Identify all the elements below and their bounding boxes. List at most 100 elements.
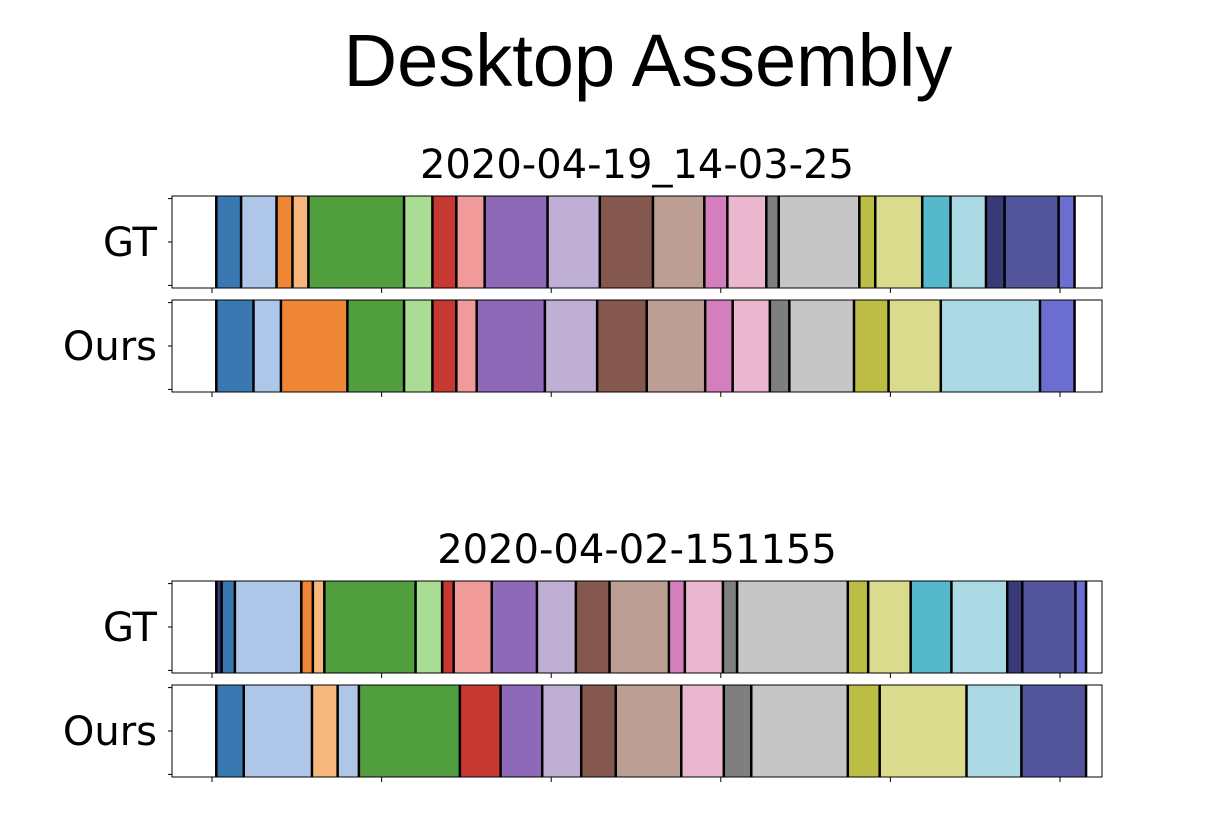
panel-subtitle: 2020-04-19_14-03-25 [420, 142, 854, 188]
segment-bar [216, 581, 222, 673]
segment-bar [1022, 581, 1076, 673]
segment-bar [358, 685, 460, 777]
segment-bar [723, 685, 752, 777]
segment-bar [737, 581, 848, 673]
chart-panels: 2020-04-19_14-03-25 GT Ours 2020-04-02-1511… [63, 142, 1103, 782]
segment-bar [324, 581, 416, 673]
segment-bar [888, 300, 941, 392]
panel-subtitle: 2020-04-02-151155 [437, 527, 837, 573]
segment-bar [243, 685, 312, 777]
segment-bar [1086, 581, 1102, 673]
segment-bar [766, 196, 779, 288]
segment-bar [751, 685, 848, 777]
segment-bar [172, 300, 217, 392]
segment-bar [432, 300, 457, 392]
segment-bar [453, 581, 492, 673]
segment-bar [1074, 300, 1102, 392]
segment-bar [727, 196, 767, 288]
segment-bar [347, 300, 405, 392]
segment-bar [216, 300, 254, 392]
segment-bar [1040, 300, 1075, 392]
segment-bar [432, 196, 457, 288]
segment-bar [253, 300, 281, 392]
segment-bar [684, 581, 723, 673]
segment-bar [681, 685, 724, 777]
row-label: GT [103, 605, 158, 651]
segment-bar [875, 196, 923, 288]
segment-bar [615, 685, 682, 777]
segment-bar [172, 581, 217, 673]
segment-bar [234, 581, 302, 673]
segment-bar [308, 196, 405, 288]
segment-bar [547, 196, 600, 288]
segment-bar [868, 581, 911, 673]
segment-bar [476, 300, 545, 392]
segment-bar [847, 685, 880, 777]
segment-bar [652, 196, 705, 288]
segment-bar [668, 581, 685, 673]
segment-bar [404, 196, 433, 288]
segment-bar [312, 581, 325, 673]
segment-bar [732, 300, 770, 392]
segment-bar [276, 196, 293, 288]
segment-bar [280, 300, 348, 392]
segment-bar [1021, 685, 1087, 777]
segment-bar [442, 581, 454, 673]
segment-bar [854, 300, 889, 392]
chart-title: Desktop Assembly [344, 19, 953, 102]
segment-bar [704, 196, 728, 288]
segment-bar [216, 196, 242, 288]
segment-bar [456, 300, 477, 392]
segment-bar [910, 581, 952, 673]
segment-bar [859, 196, 876, 288]
segment-bar [292, 196, 309, 288]
segment-bar [847, 581, 869, 673]
segment-bar [337, 685, 359, 777]
segment-bar [769, 300, 790, 392]
segment-bar [311, 685, 338, 777]
segment-bar [484, 196, 548, 288]
segment-bar [646, 300, 706, 392]
segment-bar [172, 196, 217, 288]
segment-bar [922, 196, 951, 288]
segment-bar [1074, 196, 1102, 288]
segment-bar [597, 300, 647, 392]
row-label: GT [103, 220, 158, 266]
segment-bar [789, 300, 854, 392]
segment-bar [172, 685, 217, 777]
segment-bar [950, 196, 986, 288]
segment-bar [951, 581, 1008, 673]
segment-bar [536, 581, 576, 673]
segment-bar [459, 685, 501, 777]
segment-bar [575, 581, 610, 673]
segment-bar [966, 685, 1022, 777]
segment-bar [415, 581, 443, 673]
segment-bar [778, 196, 860, 288]
segment-bar [1058, 196, 1075, 288]
segment-bar [241, 196, 277, 288]
segment-bar [404, 300, 433, 392]
segment-bar [456, 196, 485, 288]
segment-bar [705, 300, 733, 392]
segment-bar [722, 581, 738, 673]
segment-bar [599, 196, 653, 288]
segment-bar [544, 300, 598, 392]
row-label: Ours [63, 709, 157, 755]
segment-bar [879, 685, 967, 777]
segment-bar [301, 581, 313, 673]
segment-bar [1007, 581, 1023, 673]
segment-bar [491, 581, 537, 673]
segment-bar [221, 581, 235, 673]
segment-bar [500, 685, 543, 777]
segment-bar [1086, 685, 1102, 777]
segment-bar [985, 196, 1005, 288]
segment-bar [1004, 196, 1059, 288]
segment-bar [216, 685, 244, 777]
segment-bar [542, 685, 582, 777]
segment-bar [609, 581, 669, 673]
segment-bar [940, 300, 1040, 392]
segment-bar [1075, 581, 1087, 673]
row-label: Ours [63, 324, 157, 370]
segment-bar [581, 685, 616, 777]
